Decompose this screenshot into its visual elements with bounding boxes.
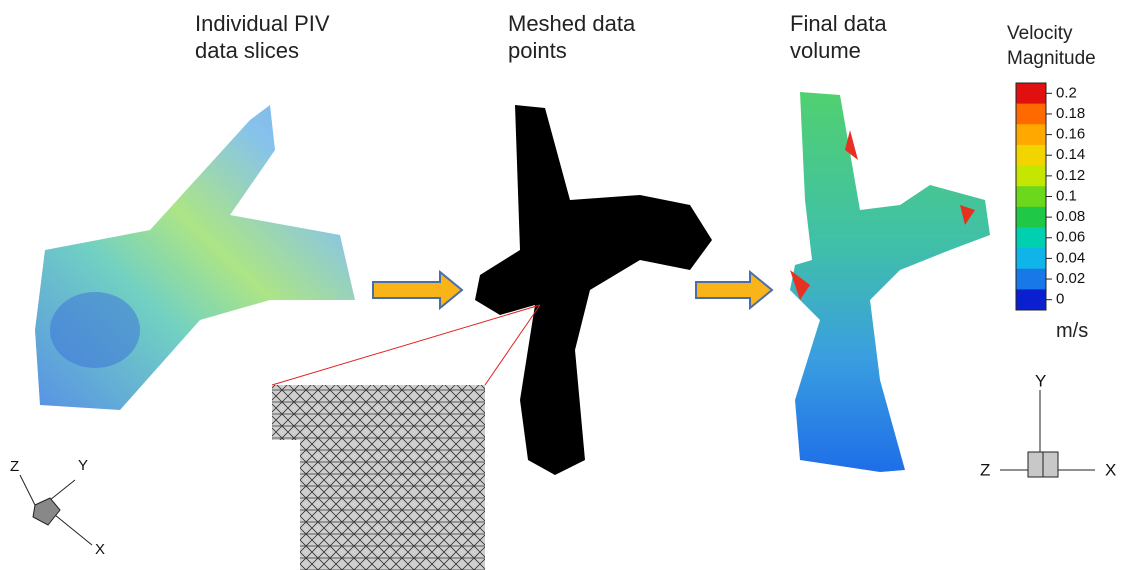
colorbar-band: [1016, 166, 1046, 187]
colorbar-unit: m/s: [1056, 318, 1088, 345]
colorbar-tick-label: 0.1: [1056, 187, 1077, 204]
colorbar-band: [1016, 124, 1046, 145]
axis-label: X: [95, 541, 105, 558]
panel-title: Individual PIV data slices: [195, 10, 365, 64]
colorbar-tick-label: 0.2: [1056, 84, 1077, 101]
colorbar-tick-label: 0.06: [1056, 229, 1085, 246]
colorbar-tick-label: 0.12: [1056, 167, 1085, 184]
colorbar-band: [1016, 248, 1046, 269]
colorbar-tick-label: 0: [1056, 291, 1064, 308]
colorbar-tick-label: 0.02: [1056, 270, 1085, 287]
colorbar-tick-label: 0.18: [1056, 105, 1085, 122]
axis-label: Z: [980, 460, 990, 479]
panel-title: Meshed data points: [508, 10, 638, 64]
axis-label: Y: [1035, 371, 1046, 390]
mesh-shape: [475, 105, 712, 475]
colorbar-band: [1016, 289, 1046, 310]
colorbar-tick-label: 0.16: [1056, 126, 1085, 143]
colorbar-band: [1016, 104, 1046, 125]
axis-icon-right: [1000, 390, 1095, 477]
colorbar-title: Velocity Magnitude: [1007, 21, 1124, 71]
piv-shadow: [50, 292, 140, 368]
colorbar-tick-label: 0.14: [1056, 146, 1085, 163]
arrow: [373, 272, 462, 308]
final-volume: [790, 92, 990, 472]
axis-label: X: [1105, 460, 1116, 479]
colorbar-band: [1016, 145, 1046, 166]
colorbar-tick-label: 0.08: [1056, 208, 1085, 225]
figure: 0.2 0.18 0.16 0.14 0.12 0.1 0.08 0.06 0.04 0.02 0 Z…: [0, 0, 1124, 570]
axis-label: Z: [10, 458, 19, 475]
colorbar-band: [1016, 269, 1046, 290]
panel-title: Final data volume: [790, 10, 905, 64]
arrow: [696, 272, 772, 308]
axis-icon-left: [20, 475, 92, 545]
zoom-line: [272, 305, 540, 385]
axis-label: Y: [78, 457, 88, 474]
artwork: 0.2 0.18 0.16 0.14 0.12 0.1 0.08 0.06 0.04 0.02 0 Z…: [0, 0, 1124, 570]
colorbar-band: [1016, 207, 1046, 228]
colorbar-band: [1016, 186, 1046, 207]
colorbar-tick-label: 0.04: [1056, 249, 1085, 266]
mesh-inset: [272, 385, 485, 570]
colorbar-band: [1016, 227, 1046, 248]
colorbar-band: [1016, 83, 1046, 104]
